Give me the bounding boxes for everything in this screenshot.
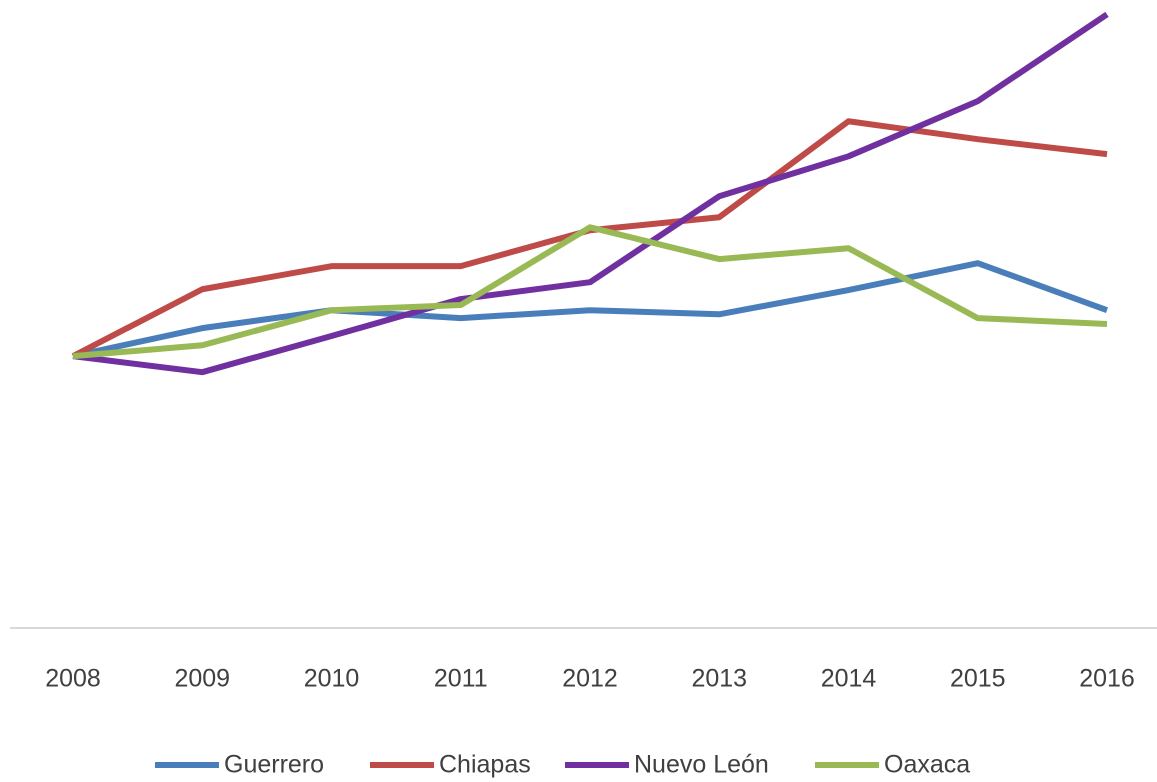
x-tick-label: 2009 (174, 665, 230, 693)
x-tick-label: 2015 (950, 665, 1006, 693)
x-tick-label: 2013 (691, 665, 747, 693)
x-tick-label: 2010 (304, 665, 360, 693)
x-tick-label: 2014 (821, 665, 877, 693)
legend-label: Chiapas (439, 751, 531, 779)
series-line (72, 224, 1108, 360)
series-line (71, 118, 1108, 359)
series-line (72, 260, 1109, 360)
x-tick-label: 2016 (1079, 665, 1135, 693)
legend-label: Guerrero (224, 751, 324, 779)
series-line (72, 11, 1109, 376)
x-tick-label: 2012 (562, 665, 618, 693)
legend-label: Nuevo León (634, 751, 769, 779)
x-tick-label: 2011 (434, 665, 488, 693)
x-tick-label: 2008 (45, 665, 101, 693)
legend-label: Oaxaca (884, 751, 970, 779)
